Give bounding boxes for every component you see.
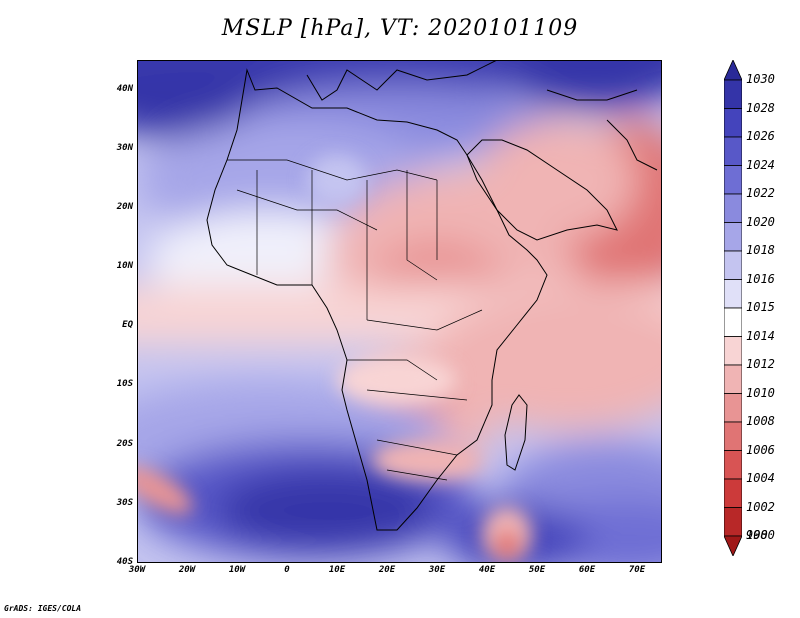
colorbar-level-label: 1002: [746, 499, 775, 514]
map-frame: [137, 60, 662, 563]
coastlines: [206, 60, 658, 531]
colorbar-swatch: [724, 60, 742, 81]
colorbar-level-label: 1012: [746, 357, 775, 371]
colorbar-level-label: 1028: [746, 100, 775, 115]
pressure-field: [137, 60, 662, 563]
colorbar-swatch: [724, 478, 742, 508]
colorbar-level-label: 1026: [746, 129, 775, 143]
colorbar-level-label: 1022: [746, 186, 775, 200]
map-canvas: [137, 60, 662, 563]
credit-text: GrADS: IGES/COLA: [4, 604, 82, 613]
map-title: MSLP [hPa], VT: 2020101109: [221, 16, 579, 41]
lon-tick-label: 70E: [628, 565, 646, 575]
lon-tick-label: 10W: [228, 565, 246, 575]
lat-tick-label: 20S: [116, 438, 133, 449]
colorbar-swatch: [724, 507, 742, 537]
colorbar-swatch: [724, 364, 742, 394]
colorbar-swatch: [724, 307, 742, 337]
pressure-detail: [137, 155, 532, 563]
lat-tick-label: 10N: [116, 261, 133, 272]
colorbar-level-label: 998: [746, 528, 768, 542]
colorbar-swatch: [724, 136, 742, 166]
colorbar-swatch: [724, 421, 742, 451]
colorbar-level-label: 1030: [746, 72, 775, 86]
lon-tick-label: 60E: [578, 565, 596, 575]
colorbar-swatch: [724, 250, 742, 280]
colorbar-swatch: [724, 108, 742, 138]
colorbar-swatch: [724, 535, 742, 556]
colorbar: [724, 60, 742, 556]
colorbar-level-label: 1014: [746, 328, 775, 343]
colorbar-swatch: [724, 79, 742, 109]
colorbar-level-label: 1006: [746, 442, 775, 457]
colorbar-level-label: 1020: [746, 214, 775, 229]
lon-tick-label: 0: [284, 565, 290, 575]
lat-tick-label: 40N: [116, 83, 133, 94]
colorbar-level-label: 1010: [746, 385, 775, 400]
colorbar-swatch: [724, 279, 742, 309]
lon-tick-label: 20W: [178, 565, 196, 575]
lon-tick-label: 20E: [378, 565, 396, 575]
borders: [227, 159, 483, 481]
lat-tick-label: 10S: [116, 379, 133, 390]
lon-tick-label: 50E: [528, 565, 546, 575]
colorbar-level-label: 1015: [746, 300, 775, 314]
lat-tick-label: 20N: [116, 201, 133, 212]
lat-tick-label: 40S: [116, 557, 133, 567]
lon-tick-label: 30E: [428, 565, 446, 575]
colorbar-swatch: [724, 193, 742, 223]
colorbar-swatch: [724, 165, 742, 195]
colorbar-swatch: [724, 393, 742, 423]
pressure-map: [137, 60, 662, 563]
lon-tick-label: 10E: [328, 565, 346, 575]
lon-tick-label: 40E: [478, 565, 496, 575]
colorbar-level-label: 1024: [746, 157, 775, 172]
lat-tick-label: 30N: [116, 142, 133, 153]
colorbar-level-label: 1018: [746, 243, 775, 257]
lon-tick-label: 30W: [128, 565, 146, 575]
colorbar-level-label: 1000: [746, 528, 775, 542]
lat-tick-label: 30S: [116, 497, 133, 508]
colorbar-swatch: [724, 450, 742, 480]
colorbar-level-label: 1008: [746, 414, 775, 428]
lat-tick-label: EQ: [122, 320, 133, 331]
colorbar-swatch: [724, 336, 742, 366]
colorbar-level-label: 1016: [746, 271, 775, 286]
colorbar-swatch: [724, 222, 742, 252]
colorbar-level-label: 1004: [746, 471, 775, 485]
